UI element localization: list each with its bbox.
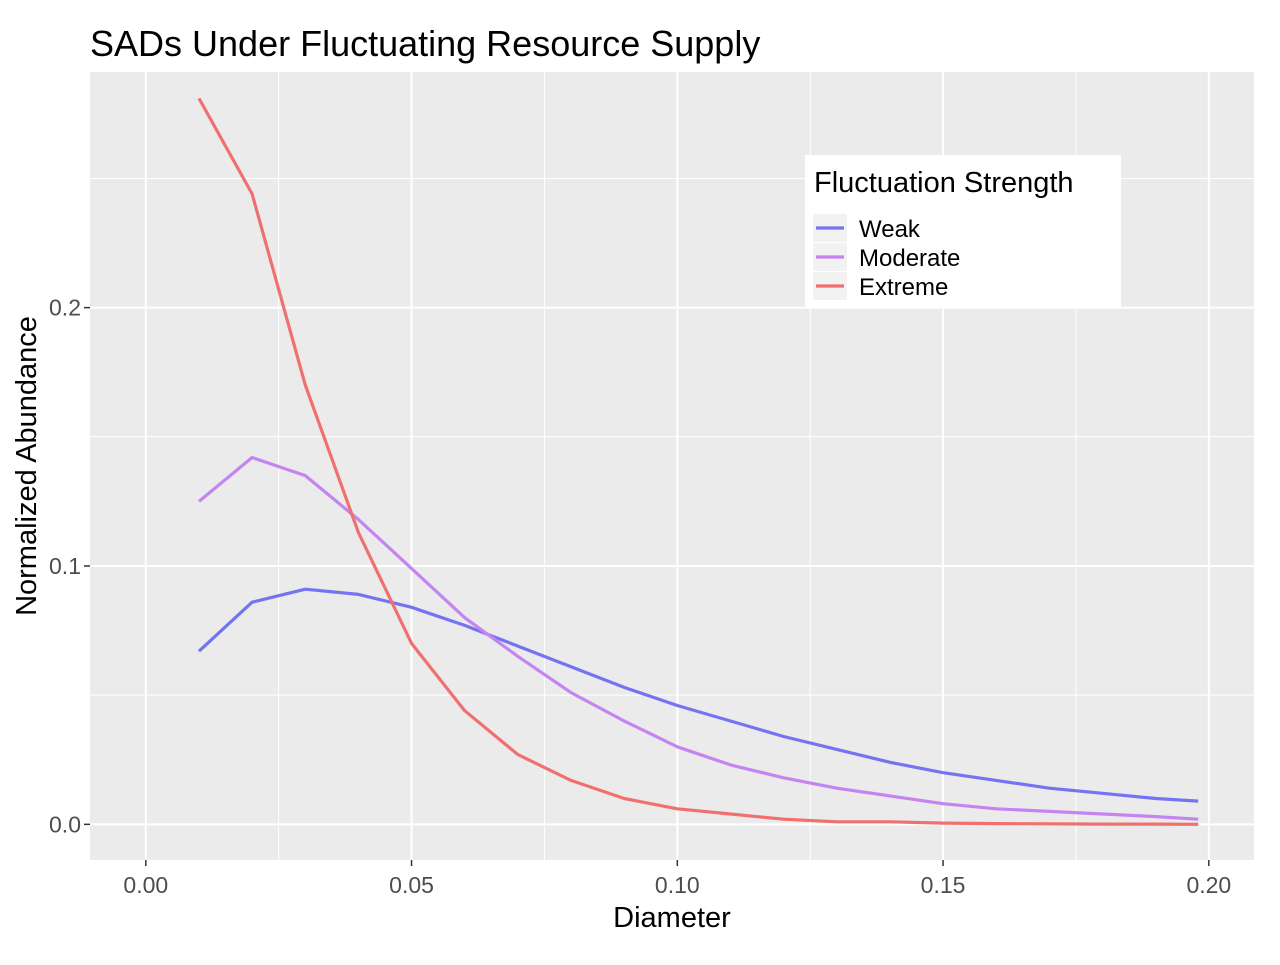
series-line-moderate <box>197 455 1199 821</box>
legend-label-extreme: Extreme <box>859 274 948 301</box>
x-tick-label: 0.00 <box>123 872 168 898</box>
y-tick-label: 0.1 <box>49 553 81 579</box>
series-lines <box>197 97 1199 826</box>
y-tick-label: 0.2 <box>49 295 81 321</box>
legend-label-moderate: Moderate <box>859 245 960 272</box>
axes: 0.00 0.05 0.10 0.15 0.20 0.0 0.1 0.2 <box>49 295 1231 898</box>
x-tick-label: 0.05 <box>389 872 434 898</box>
chart-title: SADs Under Fluctuating Resource Supply <box>90 23 760 64</box>
legend-box <box>805 155 1121 307</box>
x-axis-label: Diameter <box>613 902 731 934</box>
x-tick-label: 0.15 <box>921 872 966 898</box>
y-axis-label: Normalized Abundance <box>11 316 43 616</box>
x-tick-label: 0.10 <box>655 872 700 898</box>
legend-label-weak: Weak <box>859 216 921 243</box>
series-line-extreme <box>197 97 1199 826</box>
x-tick-label: 0.20 <box>1186 872 1231 898</box>
legend-title: Fluctuation Strength <box>814 167 1074 199</box>
y-tick-label: 0.0 <box>49 811 81 837</box>
series-line-weak <box>197 587 1199 803</box>
